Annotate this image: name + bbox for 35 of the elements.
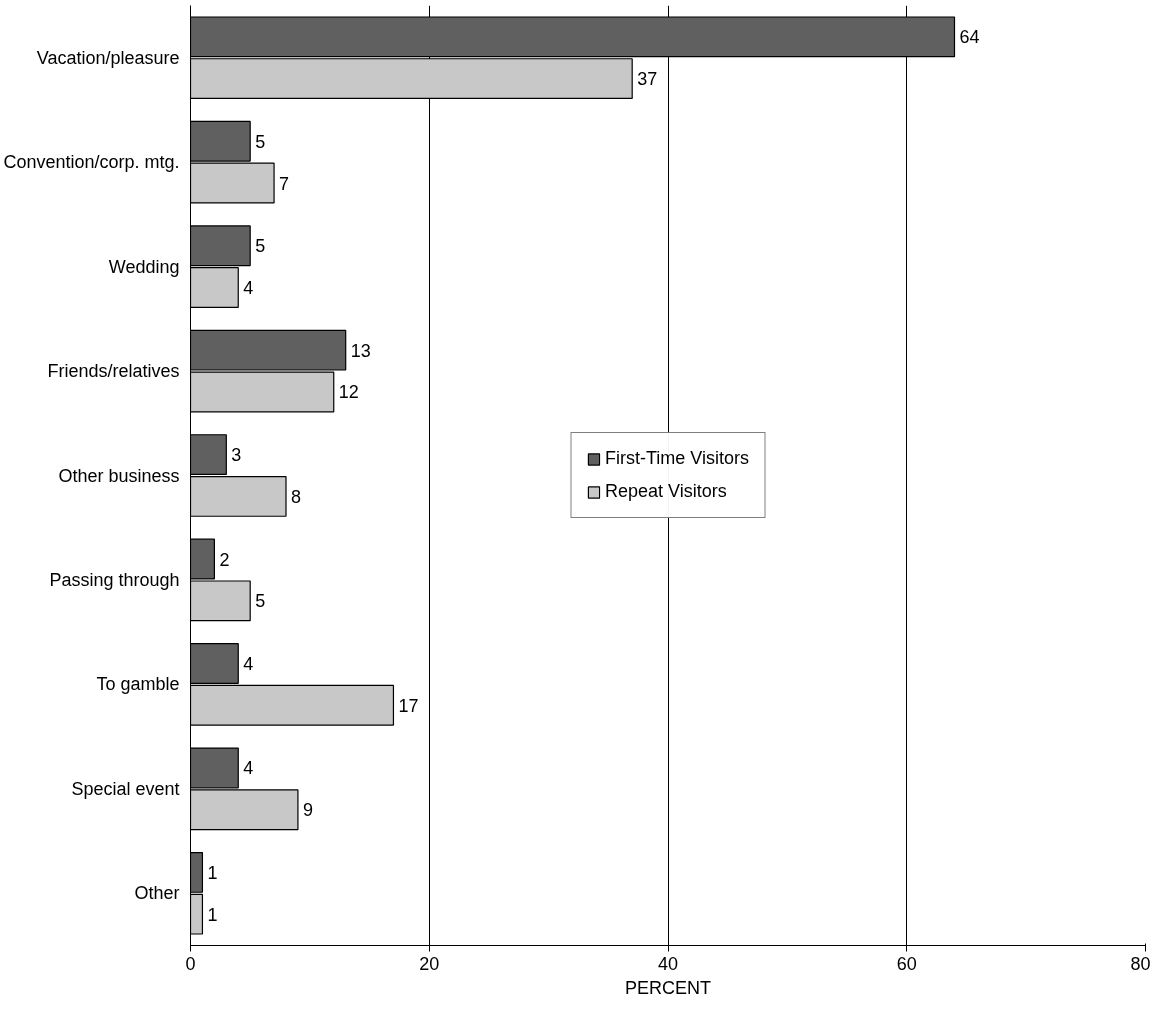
- data-label: 9: [302, 800, 313, 821]
- y-tick-label: To gamble: [96, 674, 180, 695]
- data-label: 8: [291, 486, 302, 507]
- x-tick-label: 40: [657, 953, 679, 974]
- x-tick-label: 0: [185, 953, 196, 974]
- data-label: 37: [637, 69, 658, 90]
- data-label: 5: [255, 591, 266, 612]
- data-label: 4: [243, 278, 254, 298]
- y-tick-label: Other business: [58, 465, 180, 486]
- y-tick-label: Convention/corp. mtg.: [3, 152, 180, 173]
- data-label: 3: [231, 445, 242, 466]
- data-label: 12: [338, 382, 359, 403]
- legend-label: First-Time Visitors: [605, 448, 749, 469]
- data-label: 7: [279, 173, 290, 194]
- data-label: 1: [207, 904, 218, 925]
- data-label: 4: [243, 654, 254, 674]
- y-tick-label: Wedding: [108, 256, 180, 277]
- y-tick-label: Passing through: [49, 569, 180, 590]
- data-label: 1: [207, 862, 218, 883]
- data-label: 64: [959, 27, 980, 48]
- y-tick-label: Special event: [71, 778, 180, 799]
- data-label: 2: [219, 549, 230, 570]
- data-label: 5: [255, 236, 266, 257]
- x-axis-title: PERCENT: [625, 977, 712, 998]
- x-tick-label: 80: [1130, 953, 1151, 974]
- legend-label: Repeat Visitors: [605, 481, 727, 502]
- data-label: 5: [255, 131, 266, 152]
- x-tick-label: 60: [896, 953, 917, 974]
- data-label: 13: [350, 340, 371, 361]
- y-tick-label: Other: [134, 883, 180, 904]
- data-label: 4: [243, 758, 254, 779]
- x-tick-label: 20: [419, 953, 440, 974]
- y-tick-label: Vacation/pleasure: [36, 47, 180, 68]
- y-tick-label: Friends/relatives: [47, 361, 180, 382]
- data-label: 17: [398, 695, 419, 716]
